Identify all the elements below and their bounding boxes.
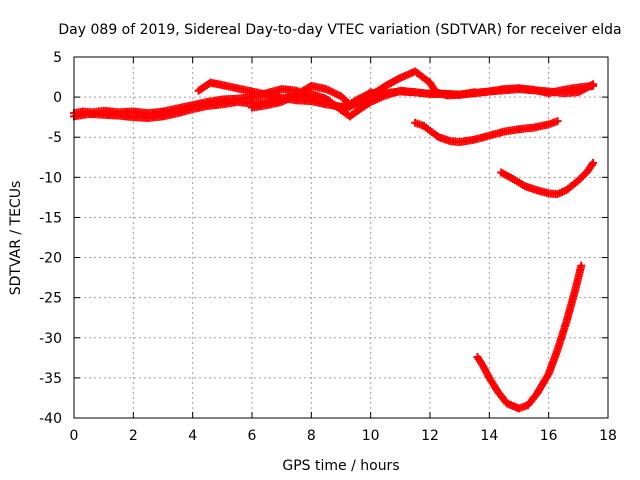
series-track-4 <box>248 80 598 112</box>
y-tick-label: -30 <box>39 331 62 347</box>
data-point <box>589 158 598 167</box>
x-tick-label: 8 <box>307 428 316 444</box>
axis-ticks: 0 2 4 6 8 10 12 14 16 18 5 0 -5 -10 -15 -20 -25 -30 -35 -40 <box>39 50 617 444</box>
y-tick-label: -15 <box>39 210 62 226</box>
chart-title: Day 089 of 2019, Sidereal Day-to-day VTE… <box>58 22 621 38</box>
series-track-6 <box>497 158 598 199</box>
x-tick-label: 4 <box>188 428 197 444</box>
x-tick-label: 16 <box>540 428 558 444</box>
data-point <box>553 117 562 126</box>
x-tick-label: 0 <box>70 428 79 444</box>
x-tick-label: 10 <box>362 428 380 444</box>
x-tick-label: 2 <box>129 428 138 444</box>
data-point <box>577 261 586 270</box>
x-tick-label: 14 <box>480 428 498 444</box>
y-tick-label: -25 <box>39 291 62 307</box>
series-track-5 <box>411 117 562 147</box>
y-tick-label: -20 <box>39 251 62 267</box>
y-tick-label: -5 <box>48 130 62 146</box>
grid <box>74 57 608 418</box>
y-tick-label: -40 <box>39 411 62 427</box>
y-tick-label: -10 <box>39 170 62 186</box>
y-tick-label: 0 <box>53 90 62 106</box>
data-series <box>70 67 598 413</box>
x-tick-label: 12 <box>421 428 439 444</box>
x-tick-label: 6 <box>248 428 257 444</box>
y-tick-label: 5 <box>53 50 62 66</box>
data-point <box>589 80 598 89</box>
series-track-7 <box>473 261 586 413</box>
plot-frame <box>73 56 609 419</box>
x-tick-label: 18 <box>599 428 617 444</box>
y-tick-label: -35 <box>39 371 62 387</box>
y-axis-title: SDTVAR / TECUs <box>8 181 24 296</box>
x-axis-title: GPS time / hours <box>282 458 399 474</box>
